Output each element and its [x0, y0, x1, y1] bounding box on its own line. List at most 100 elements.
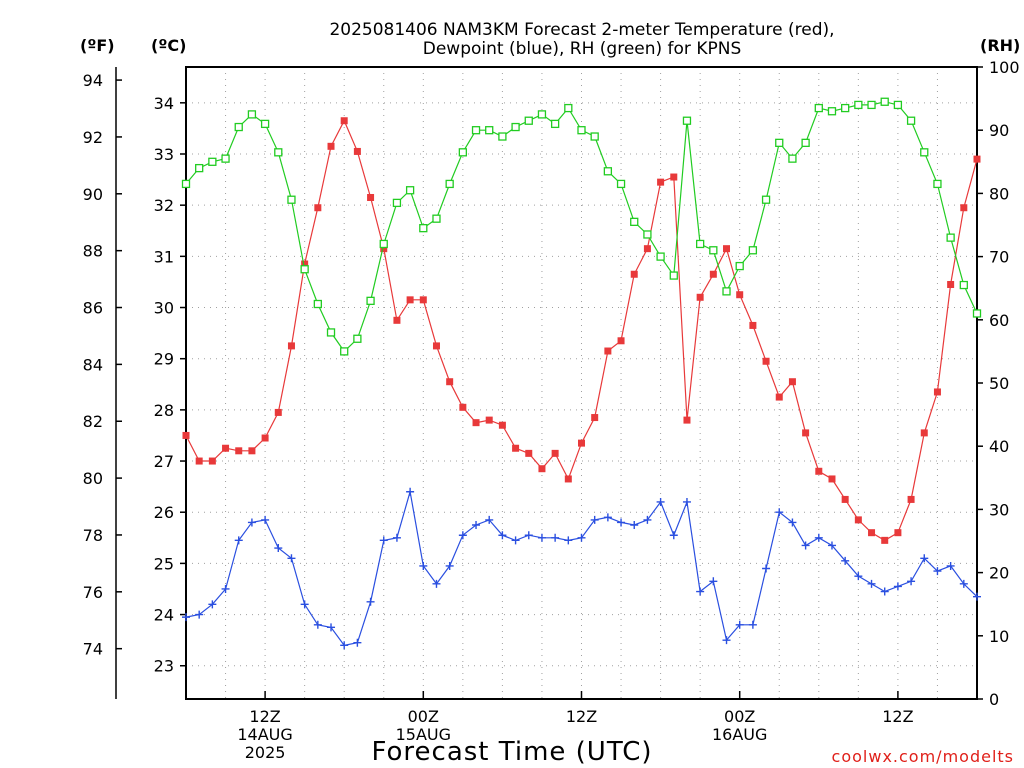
celsius-tick-label: 33 — [154, 145, 174, 164]
data-point — [709, 246, 718, 255]
chart-title-line-1: 2025081406 NAM3KM Forecast 2-meter Tempe… — [329, 20, 834, 40]
data-point — [762, 357, 770, 365]
data-point — [814, 533, 823, 542]
data-point — [340, 641, 349, 650]
data-point — [736, 291, 744, 299]
data-point — [973, 155, 981, 163]
celsius-tick-label: 34 — [154, 94, 174, 113]
rh-tick-label: 0 — [989, 690, 999, 709]
celsius-tick-label: 25 — [154, 554, 174, 573]
data-point — [577, 126, 586, 135]
data-point — [827, 541, 836, 550]
data-point — [788, 518, 797, 527]
data-point — [524, 116, 533, 125]
data-point — [367, 193, 375, 201]
data-point — [340, 117, 348, 125]
fahrenheit-tick-label: 94 — [83, 71, 103, 90]
data-point — [946, 561, 955, 570]
data-point — [972, 309, 982, 318]
data-point — [933, 388, 941, 396]
data-point — [485, 515, 494, 524]
data-point — [406, 296, 414, 304]
data-point — [735, 620, 744, 629]
data-point — [656, 252, 665, 261]
data-point — [933, 179, 942, 189]
celsius-tick-label: 31 — [154, 247, 174, 266]
credit-text: coolwx.com/modelts — [832, 747, 1014, 766]
rh-tick-label: 60 — [989, 311, 1009, 330]
data-point — [405, 186, 415, 195]
data-point — [301, 260, 309, 268]
x-axis-title: Forecast Time (UTC) — [371, 737, 652, 767]
data-point — [248, 447, 256, 455]
data-point — [604, 347, 612, 355]
series-layer — [181, 97, 982, 650]
data-point — [445, 179, 454, 189]
data-point — [880, 587, 889, 596]
time-tick-label: 12Z — [249, 707, 280, 726]
data-point — [775, 138, 784, 147]
data-point — [841, 495, 849, 503]
data-point — [314, 204, 322, 212]
data-point — [617, 337, 625, 345]
data-point — [247, 110, 257, 119]
data-point — [446, 378, 454, 386]
data-point — [907, 495, 915, 503]
fahrenheit-unit-label: (ºF) — [80, 36, 115, 55]
data-point — [947, 280, 955, 288]
time-tick-label: 2025 — [245, 743, 286, 762]
data-point — [353, 638, 362, 647]
rh-tick-label: 50 — [989, 374, 1009, 393]
data-point — [868, 529, 876, 537]
data-point — [208, 457, 216, 465]
celsius-tick-label: 30 — [154, 299, 174, 318]
data-point — [867, 100, 876, 110]
data-point — [749, 321, 757, 329]
data-point — [538, 465, 546, 473]
data-point — [748, 246, 758, 255]
data-point — [643, 230, 652, 239]
data-point — [893, 582, 902, 591]
data-point — [459, 403, 467, 411]
chart-title-line-2: Dewpoint (blue), RH (green) for KPNS — [423, 39, 741, 59]
data-point — [432, 342, 440, 350]
data-point — [432, 214, 441, 223]
data-point — [537, 533, 546, 542]
data-point — [616, 179, 626, 189]
data-point — [801, 541, 810, 550]
data-point — [195, 163, 204, 173]
data-point — [709, 270, 717, 278]
data-point — [682, 116, 692, 125]
data-point — [261, 515, 270, 524]
data-point — [485, 416, 493, 424]
data-point — [761, 195, 771, 204]
data-point — [498, 132, 507, 141]
data-point — [287, 195, 296, 204]
data-point — [670, 173, 678, 181]
data-point — [551, 533, 560, 542]
data-point — [959, 579, 968, 588]
data-point — [550, 119, 560, 129]
celsius-unit-label: (ºC) — [151, 36, 186, 55]
fahrenheit-tick-label: 90 — [83, 185, 103, 204]
data-point — [577, 533, 586, 542]
data-point — [300, 600, 309, 609]
data-point — [524, 531, 533, 540]
time-tick-label: 14AUG — [237, 725, 292, 744]
rh-tick-label: 70 — [989, 248, 1009, 267]
data-point — [709, 577, 718, 586]
data-point — [485, 126, 494, 135]
data-point — [603, 167, 613, 176]
data-point — [353, 147, 361, 155]
time-tick-label: 00Z — [724, 707, 755, 726]
data-point — [208, 600, 217, 609]
data-point — [973, 592, 981, 601]
data-point — [590, 515, 599, 524]
data-point — [222, 444, 230, 452]
data-point — [274, 544, 283, 553]
data-point — [907, 577, 916, 586]
data-point — [959, 280, 968, 290]
data-point — [181, 179, 191, 189]
fahrenheit-tick-label: 92 — [83, 128, 103, 147]
data-point — [326, 328, 336, 337]
